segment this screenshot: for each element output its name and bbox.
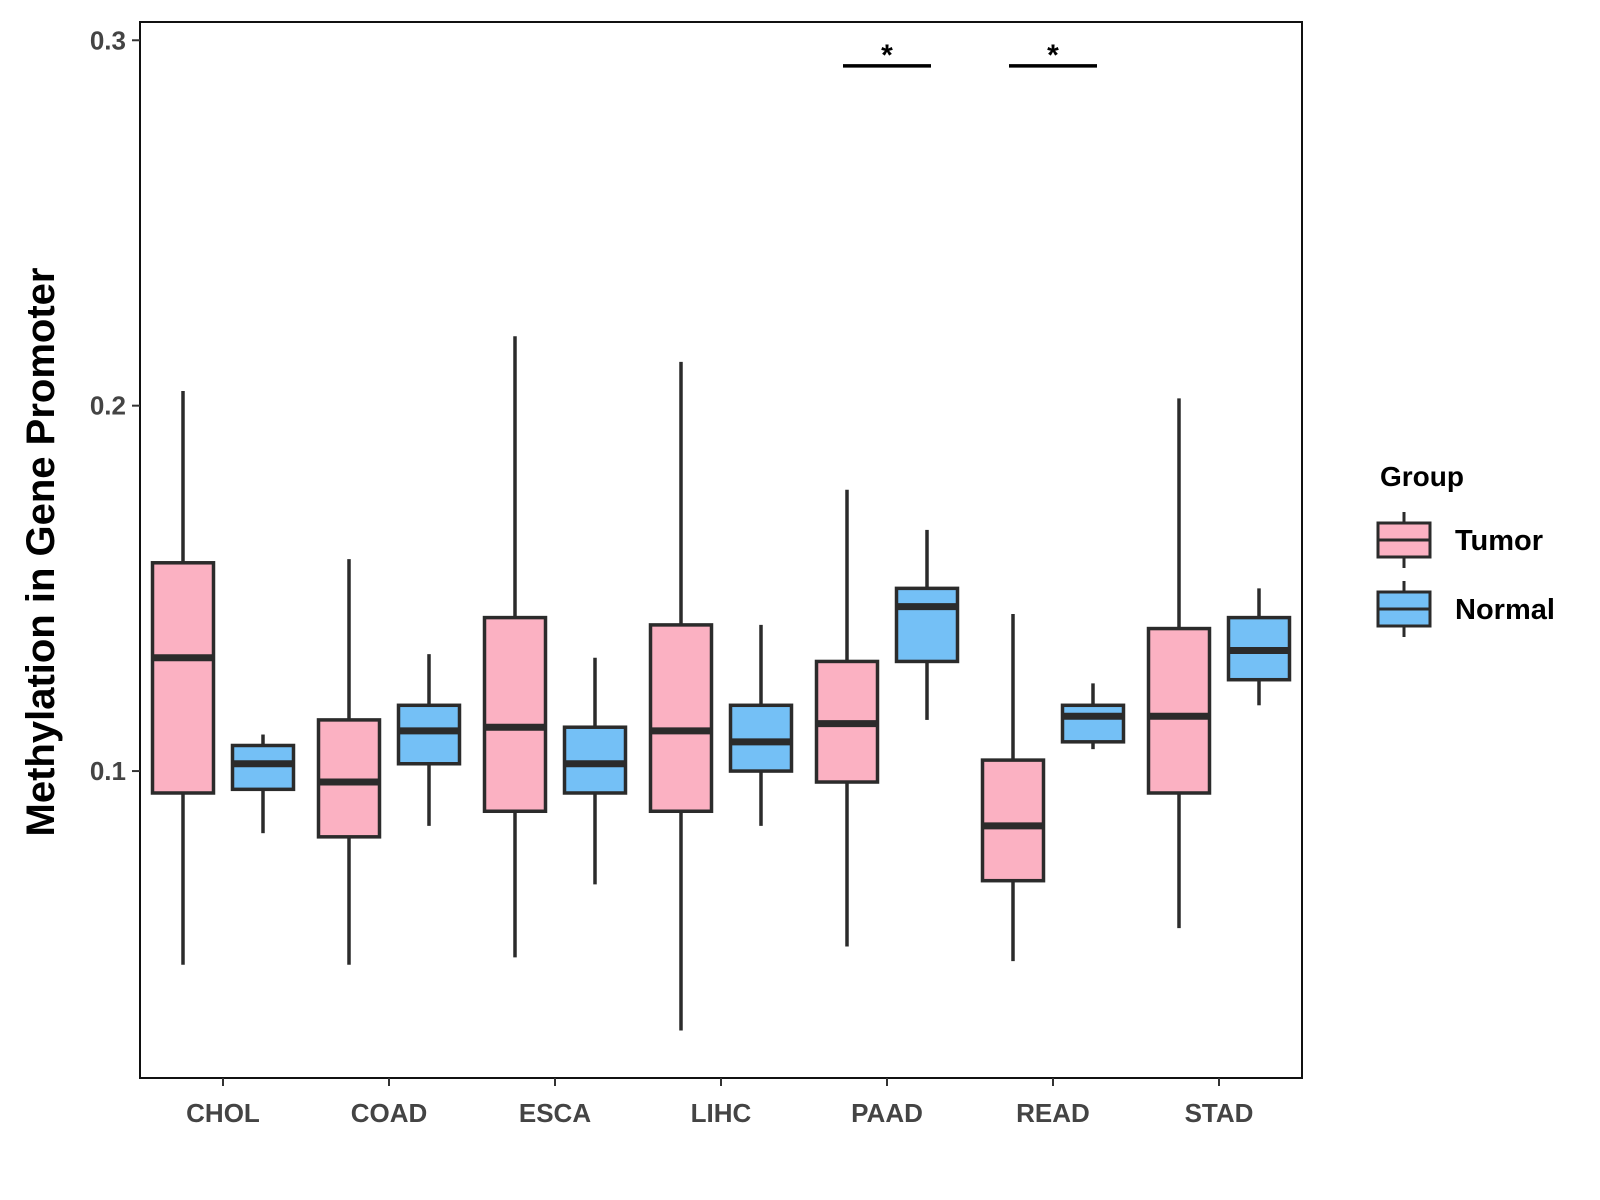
box-esca-tumor [482,336,548,958]
box-body [728,703,794,773]
x-tick-label: ESCA [519,1098,591,1128]
box-body [396,703,462,766]
box-stad-normal [1226,588,1292,706]
box-body [316,718,382,839]
box-paad-tumor [814,489,880,947]
box-body [1146,626,1212,795]
box-body [150,561,216,795]
box-body [230,743,296,792]
y-tick-label: 0.3 [90,25,126,55]
legend: Group Tumor Normal [1376,461,1555,637]
plot-area: * * [150,39,1292,1031]
y-tick-label: 0.1 [90,756,126,786]
box-body [1060,703,1126,744]
significance-star: * [1047,39,1059,72]
box-read-normal [1060,683,1126,750]
legend-item-tumor: Tumor [1376,512,1543,568]
x-tick-label: STAD [1185,1098,1254,1128]
significance-star: * [881,39,893,72]
axes: 0.1 0.2 0.3 CHOL COAD ESCA LIHC PAAD READ STAD [90,21,1303,1128]
legend-label: Normal [1455,594,1555,626]
box-chol-normal [230,734,296,834]
x-tick-label: READ [1016,1098,1090,1128]
box-body [482,615,548,814]
box-chol-tumor [150,391,216,965]
y-axis-title: Methylation in Gene Promoter [19,268,63,837]
x-tick-label: LIHC [691,1098,752,1128]
legend-label: Tumor [1455,525,1543,557]
legend-item-normal: Normal [1376,581,1555,637]
legend-title: Group [1380,461,1464,492]
y-tick-label: 0.2 [90,391,126,421]
x-tick-label: PAAD [851,1098,923,1128]
box-paad-normal [894,529,960,720]
box-coad-tumor [316,559,382,965]
box-body [980,758,1046,883]
x-tick-label: COAD [351,1098,428,1128]
box-body [562,725,628,795]
box-stad-tumor [1146,398,1212,929]
x-tick-label: CHOL [186,1098,260,1128]
box-lihc-normal [728,624,794,826]
box-read-tumor [980,613,1046,962]
box-coad-normal [396,654,462,826]
box-esca-normal [562,657,628,885]
box-lihc-tumor [648,361,714,1031]
box-body [894,586,960,664]
plot-panel-border [139,21,1303,1079]
box-body [648,623,714,814]
